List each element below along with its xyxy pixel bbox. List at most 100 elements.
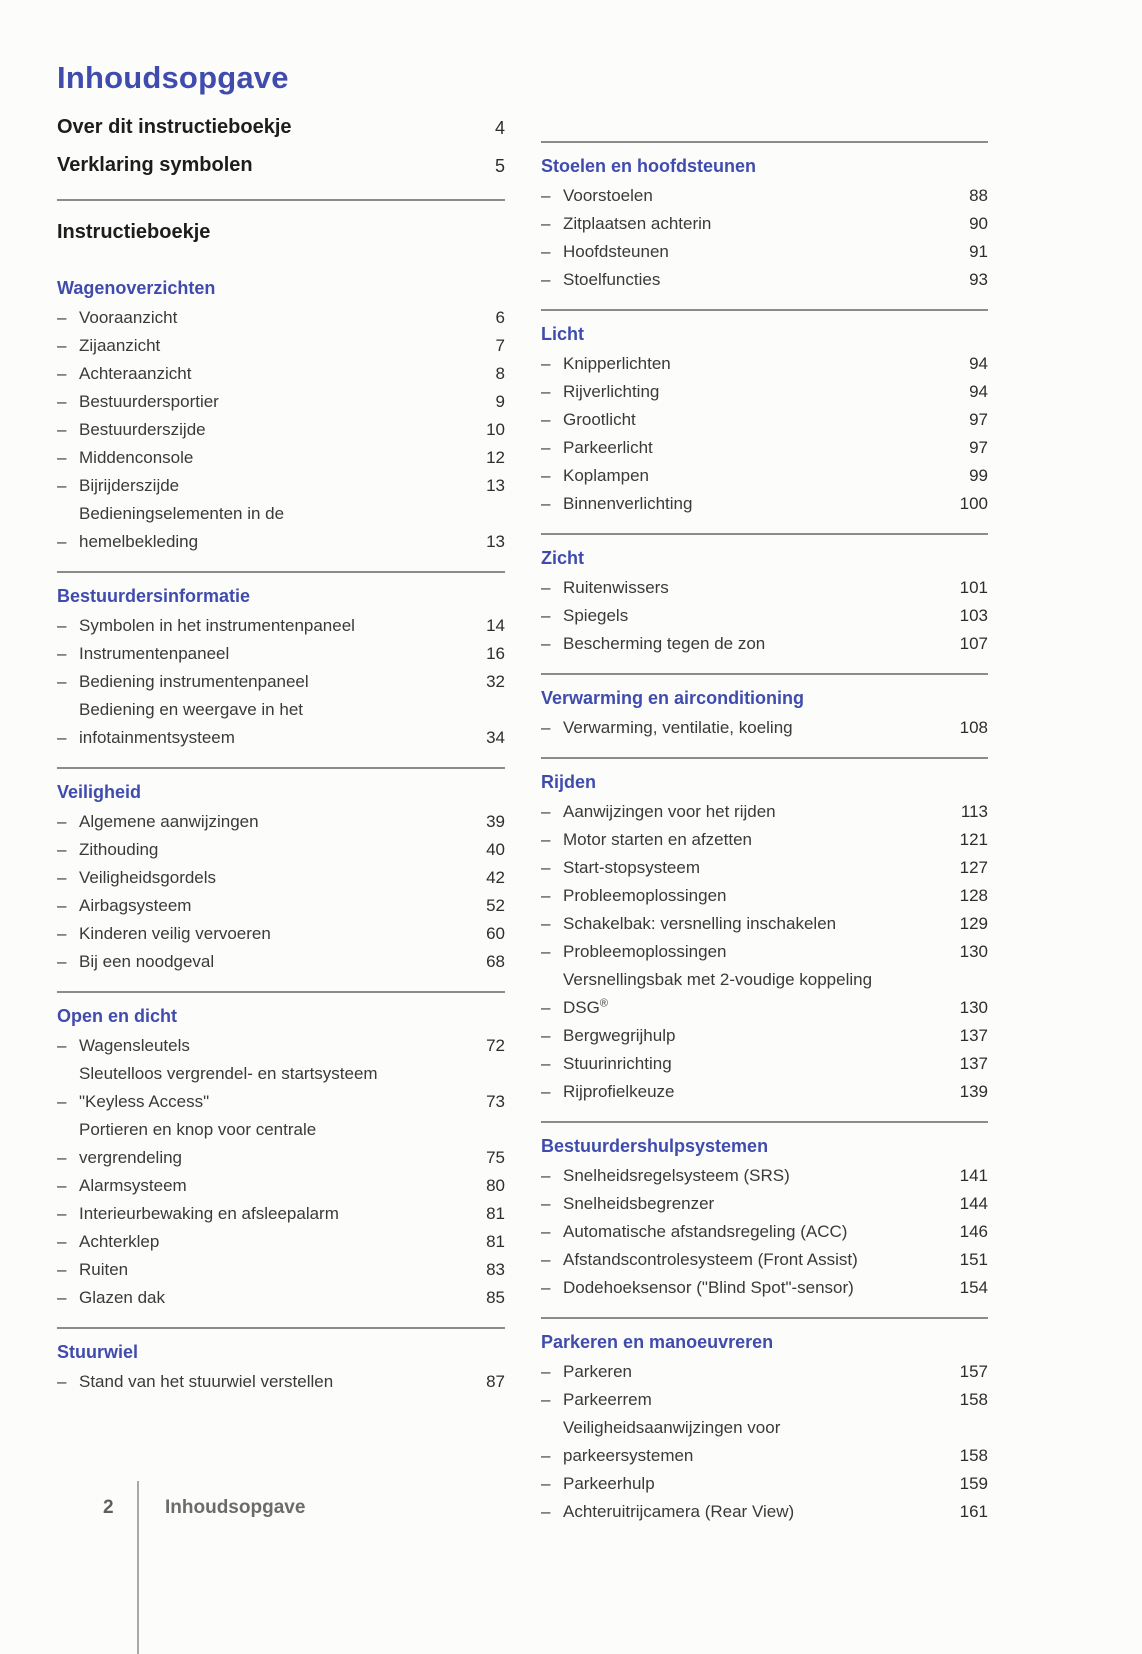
dash-bullet — [541, 238, 563, 266]
toc-item-page: 97 — [969, 410, 988, 429]
toc-item-page: 81 — [486, 1204, 505, 1223]
toc-item-page: 101 — [959, 578, 988, 597]
toc-item: Instrumentenpaneel 16 — [57, 640, 505, 668]
toc-item-page: 146 — [959, 1222, 988, 1241]
toc-item-label: Portieren en knop voor centrale vergrend… — [79, 1120, 317, 1167]
dash-bullet — [541, 1470, 563, 1498]
dash-bullet — [541, 1078, 563, 1106]
toc-item: Bediening instrumentenpaneel 32 — [57, 668, 505, 696]
toc-item-label: Veiligheidsgordels — [79, 868, 217, 887]
toc-item: Parkeerrem 158 — [541, 1386, 988, 1414]
toc-item-page: 137 — [959, 1026, 988, 1045]
footer-chapter-label: Inhoudsopgave — [165, 1497, 306, 1518]
toc-item-page: 94 — [969, 354, 988, 373]
toc-item-page: 154 — [959, 1278, 988, 1297]
toc-item: Parkeerlicht 97 — [541, 434, 988, 462]
toc-section: Verwarming en airconditioning Verwarming,… — [541, 673, 988, 742]
toc-item: Airbagsysteem 52 — [57, 892, 505, 920]
dash-bullet — [541, 210, 563, 238]
dash-bullet — [541, 490, 563, 518]
toc-section: Parkeren en manoeuvrerenParkeren157Parke… — [541, 1317, 988, 1526]
toc-item-label: Achterklep — [79, 1232, 160, 1251]
section-divider — [57, 199, 505, 201]
toc-item: Rijprofielkeuze 139 — [541, 1078, 988, 1106]
section-title: Parkeren en manoeuvreren — [541, 1332, 774, 1352]
dash-bullet — [57, 836, 79, 864]
toc-item-page: 113 — [960, 802, 988, 821]
toc-section: Licht Knipperlichten 94 Rijverlichting 94 Gro… — [541, 309, 988, 518]
toc-item-label: Zitplaatsen achterin — [563, 214, 712, 233]
toc-item-page: 13 — [486, 532, 505, 551]
toc-item-label: Snelheidsbegrenzer — [563, 1194, 715, 1213]
dash-bullet — [57, 1032, 79, 1060]
toc-item-page: 83 — [486, 1260, 505, 1279]
dash-bullet — [57, 1256, 79, 1284]
top-entry-page: 5 — [494, 156, 505, 176]
toc-item: Probleemoplossingen 128 — [541, 882, 988, 910]
toc-item: Symbolen in het instrumentenpaneel 14 — [57, 612, 505, 640]
toc-item: Wagensleutels 72 — [57, 1032, 505, 1060]
toc-item: Start-stopsysteem 127 — [541, 854, 988, 882]
toc-item-page: 75 — [486, 1148, 505, 1167]
toc-item-label: Afstandscontrolesysteem (Front Assist) — [563, 1250, 858, 1269]
toc-item-label: Bij een noodgeval — [79, 952, 215, 971]
dash-bullet — [57, 1200, 79, 1228]
dash-bullet — [57, 920, 79, 948]
dash-bullet — [541, 1218, 563, 1246]
section-title: Verwarming en airconditioning — [541, 688, 805, 708]
toc-item-page: 108 — [959, 718, 988, 737]
dash-bullet — [57, 304, 79, 332]
toc-item-label: Bijrijderszijde — [79, 476, 180, 495]
dash-bullet — [541, 1050, 563, 1078]
dash-bullet — [541, 1022, 563, 1050]
dash-bullet — [57, 724, 79, 752]
toc-item: Dodehoeksensor ("Blind Spot"-sensor) 154 — [541, 1274, 988, 1302]
toc-item-page: 158 — [959, 1390, 988, 1409]
dash-bullet — [541, 266, 563, 294]
page-title: Inhoudsopgave — [57, 60, 289, 95]
dash-bullet — [541, 938, 563, 966]
dash-bullet — [57, 416, 79, 444]
toc-item: Alarmsysteem 80 — [57, 1172, 505, 1200]
dash-bullet — [541, 406, 563, 434]
toc-item-label: Bediening instrumentenpaneel — [79, 672, 309, 691]
toc-section: Rijden Aanwijzingen voor het rijden 113 Mot… — [541, 757, 988, 1106]
toc-item-page: 99 — [969, 466, 988, 485]
toc-item: Probleemoplossingen 130 — [541, 938, 988, 966]
dash-bullet — [541, 854, 563, 882]
dash-bullet — [541, 1162, 563, 1190]
toc-item-label: Sleutelloos vergrendel- en startsysteem … — [79, 1064, 378, 1111]
dash-bullet — [57, 1088, 79, 1116]
toc-item-page: 87 — [486, 1372, 505, 1391]
dash-bullet — [57, 472, 79, 500]
toc-item-label: Parkeerrem — [563, 1390, 652, 1409]
toc-item-label: Grootlicht — [563, 410, 636, 429]
toc-item-label: Achteruitrijcamera (Rear View) — [563, 1502, 795, 1521]
toc-item-page: 144 — [959, 1194, 988, 1213]
toc-item-page: 8 — [495, 364, 505, 383]
toc-column-right: Stoelen en hoofdsteunen Voorstoelen 88 Zitp… — [541, 60, 988, 1526]
section-title: Stoelen en hoofdsteunen — [541, 156, 757, 176]
toc-section: Bestuurdersinformatie Symbolen in het ins… — [57, 571, 505, 752]
dash-bullet — [57, 444, 79, 472]
dash-bullet — [541, 714, 563, 742]
right-sections: Stoelen en hoofdsteunen Voorstoelen 88 Zitp… — [541, 141, 988, 1526]
section-title: Bestuurdersinformatie — [57, 586, 251, 606]
dash-bullet — [57, 640, 79, 668]
toc-item-page: 130 — [959, 942, 988, 961]
toc-item-page: 16 — [486, 644, 505, 663]
toc-item-label: Parkeren — [563, 1362, 632, 1381]
toc-item: Stuurinrichting 137 — [541, 1050, 988, 1078]
top-level-entry: Over dit instructieboekje 4 — [57, 116, 505, 139]
toc-item-label: Symbolen in het instrumentenpaneel — [79, 616, 355, 635]
toc-item-page: 13 — [486, 476, 505, 495]
toc-item-label: Hoofdsteunen — [563, 242, 669, 261]
dash-bullet — [57, 864, 79, 892]
top-entry-label: Verklaring symbolen — [57, 154, 253, 176]
dash-bullet — [57, 892, 79, 920]
toc-item-label: Motor starten en afzetten — [563, 830, 752, 849]
top-entry-label: Over dit instructieboekje — [57, 116, 292, 138]
toc-item-label: Ruitenwissers — [563, 578, 669, 597]
toc-item-page: 107 — [959, 634, 988, 653]
toc-item-label: Spiegels — [563, 606, 629, 625]
